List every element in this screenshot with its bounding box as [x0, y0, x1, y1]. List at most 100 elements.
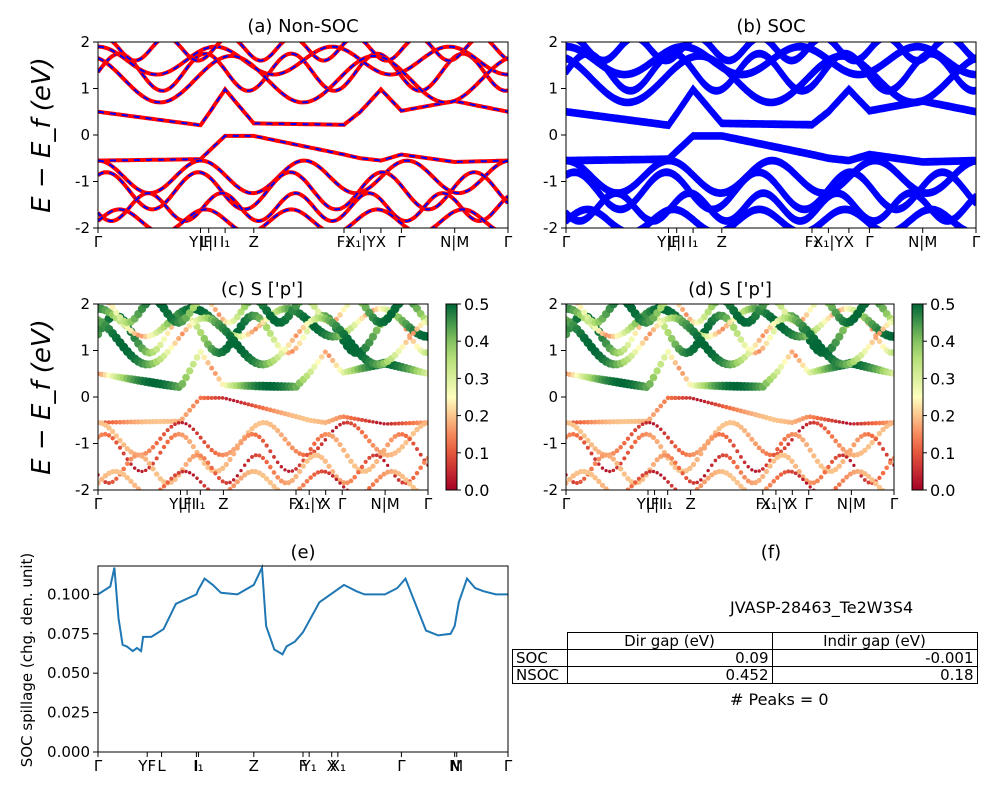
band-point: [220, 452, 226, 458]
band-point: [161, 444, 167, 450]
band-point: [363, 434, 368, 439]
band-point: [359, 417, 365, 422]
x-tick-label: Z: [249, 233, 259, 251]
band-point: [819, 492, 823, 496]
y-tick-label: -1: [543, 435, 558, 453]
band-point: [640, 432, 645, 438]
x-tick-label: F₁: [289, 495, 304, 513]
band-point: [103, 480, 108, 485]
band-point: [808, 485, 812, 489]
band-point: [147, 492, 152, 497]
ylabel-top: E − E_f (eV): [27, 57, 57, 213]
band-line: [566, 205, 970, 228]
band-point: [748, 346, 755, 353]
band-point: [378, 421, 382, 425]
y-tick-label: -1: [75, 173, 90, 191]
band-point: [669, 395, 674, 401]
band-point: [816, 491, 820, 495]
band-point: [186, 367, 194, 375]
band-point: [311, 363, 318, 370]
band-point: [213, 492, 217, 496]
band-point: [366, 438, 372, 444]
band-point: [713, 402, 718, 407]
band-point: [837, 420, 842, 424]
band-point: [191, 473, 195, 477]
band-point: [344, 304, 351, 308]
band-point: [161, 432, 167, 437]
band-point: [603, 486, 609, 490]
band-point: [319, 469, 324, 474]
band-point: [194, 399, 200, 405]
band-point: [797, 474, 802, 478]
band-point: [724, 404, 729, 410]
band-point: [738, 470, 744, 475]
band-point: [873, 481, 879, 487]
y-tick-label: 0: [80, 388, 90, 406]
band-point: [365, 338, 374, 347]
band-point: [865, 473, 872, 480]
band-point: [224, 396, 229, 401]
band-point: [289, 337, 295, 344]
band-point: [789, 431, 795, 437]
band-point: [618, 492, 623, 497]
y-tick-label: 2: [80, 33, 90, 51]
band-point: [596, 478, 602, 485]
y-tick-label: -1: [543, 173, 558, 191]
band-point: [143, 456, 149, 462]
band-point: [731, 406, 736, 412]
band-point: [172, 432, 178, 438]
band-point: [839, 326, 847, 335]
band-point: [151, 461, 155, 466]
row-label: SOC: [512, 649, 568, 667]
band-point: [227, 456, 233, 463]
band-point: [154, 440, 159, 446]
band-point: [319, 442, 324, 447]
band-line: [566, 88, 976, 130]
band-point: [876, 484, 883, 490]
band-point: [193, 304, 201, 307]
band-point: [658, 427, 663, 432]
band-point: [730, 476, 737, 482]
band-point: [242, 463, 247, 468]
band-point: [359, 315, 365, 322]
band-point: [570, 431, 576, 437]
band-point: [658, 444, 664, 450]
band-point: [880, 470, 886, 476]
band-point: [374, 453, 379, 458]
table-row: SOC 0.09 -0.001: [512, 649, 978, 667]
band-point: [862, 447, 868, 454]
band-point: [756, 477, 762, 484]
band-point: [202, 483, 207, 488]
band-point: [356, 426, 361, 431]
band-point: [196, 328, 205, 337]
band-point: [180, 469, 185, 474]
band-point: [724, 434, 729, 440]
cb-tick-label: 0.2: [464, 407, 489, 426]
band-point: [684, 396, 689, 400]
x-tick-label: X₁|Y: [813, 233, 844, 251]
band-point: [135, 419, 141, 425]
band-point: [756, 349, 762, 354]
band-point: [680, 306, 686, 313]
band-point: [314, 308, 322, 315]
band-point: [640, 422, 645, 427]
band-point: [98, 480, 101, 486]
band-point: [592, 461, 598, 467]
band-point: [683, 452, 689, 457]
x-tick-label: N|M: [837, 495, 866, 513]
band-point: [654, 407, 660, 413]
band-point: [338, 481, 342, 485]
band-point: [425, 420, 428, 426]
band-line: [566, 209, 963, 228]
band-point: [124, 419, 130, 425]
band-point: [603, 419, 609, 425]
band-point: [396, 432, 402, 437]
band-point: [608, 469, 612, 474]
x-tick-label: Z: [218, 495, 228, 513]
band-point: [143, 468, 148, 473]
cb-tick-label: 0.3: [930, 369, 955, 388]
band-point: [636, 435, 642, 441]
band-point: [128, 419, 134, 425]
band-point: [238, 475, 244, 481]
band-point: [649, 373, 658, 382]
